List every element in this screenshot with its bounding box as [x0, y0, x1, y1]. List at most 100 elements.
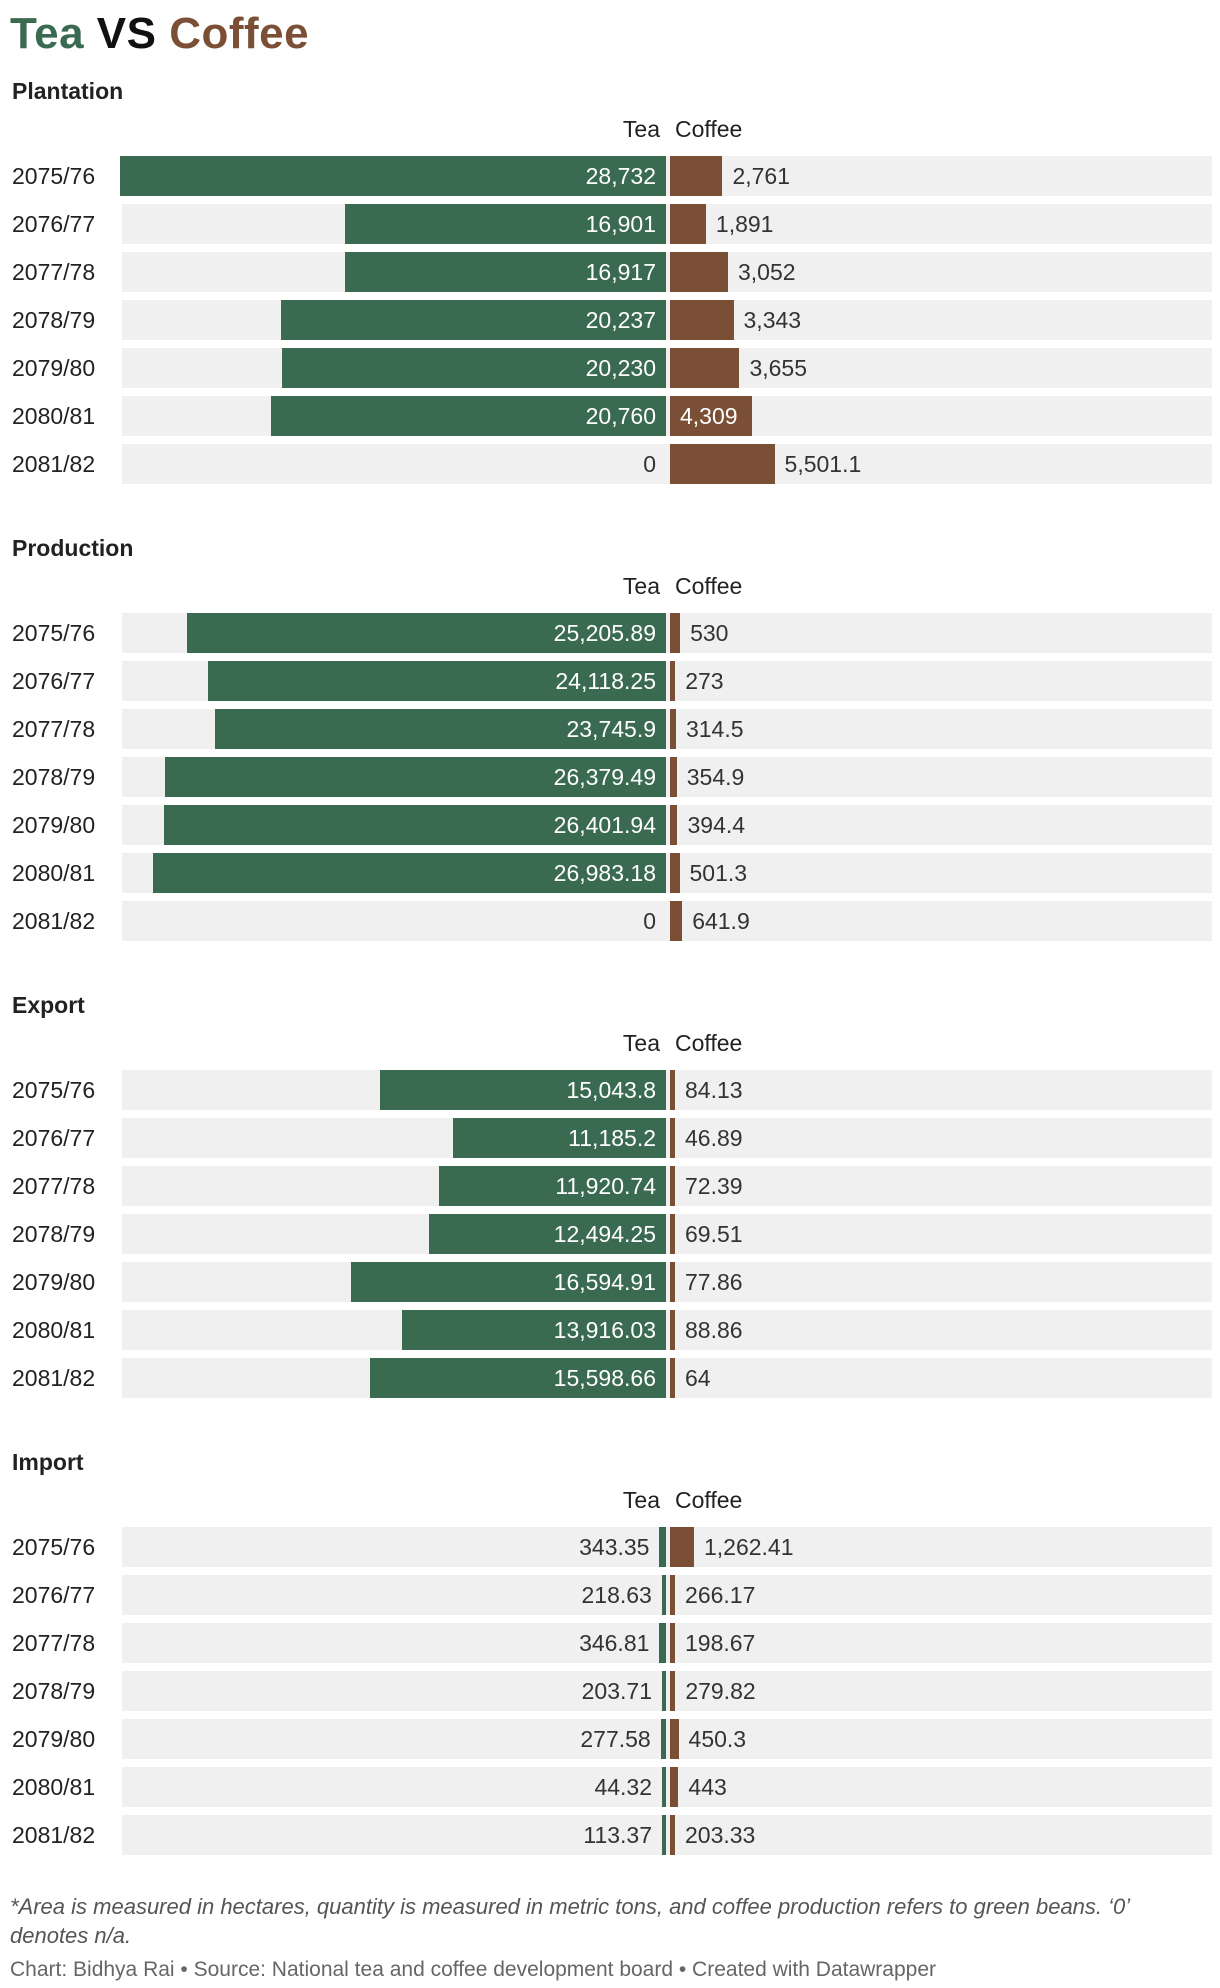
row-background	[122, 252, 1212, 292]
data-label-tea: 16,594.91	[553, 1269, 656, 1295]
table-row: 2077/78 16,917 3,052	[0, 252, 1220, 292]
bar-coffee	[670, 1166, 675, 1206]
row-label-year: 2076/77	[12, 211, 96, 237]
data-label-tea: 16,901	[585, 211, 656, 237]
table-row: 2079/80 277.58 450.3	[0, 1719, 1220, 1759]
bar-tea	[380, 1070, 666, 1110]
data-label-coffee: 72.39	[685, 1173, 743, 1199]
column-label-tea: Tea	[622, 116, 660, 142]
bar-tea	[187, 613, 666, 653]
data-label-coffee: 314.5	[685, 716, 744, 742]
bar-tea	[214, 709, 666, 749]
bar-coffee	[670, 853, 680, 893]
chart-title: Tea VS Coffee	[10, 4, 309, 64]
bar-tea	[164, 805, 666, 845]
bar-tea	[344, 204, 666, 244]
data-label-tea: 13,916.03	[553, 1317, 656, 1343]
bar-tea	[369, 1358, 666, 1398]
table-row: 2079/80 26,401.94 394.4	[0, 805, 1220, 845]
data-label-tea: 346.81	[579, 1630, 650, 1656]
bar-coffee	[670, 757, 677, 797]
table-row: 2079/80 16,594.91 77.86	[0, 1262, 1220, 1302]
bar-coffee	[670, 156, 723, 196]
table-row: 2080/81 44.32 443	[0, 1767, 1220, 1807]
table-row: 2081/82 0 641.9	[0, 901, 1220, 941]
bar-tea	[281, 300, 666, 340]
data-label-tea: 16,917	[585, 259, 656, 285]
column-label-coffee: Coffee	[675, 573, 743, 599]
bar-coffee	[670, 1358, 675, 1398]
data-label-coffee: 46.89	[685, 1125, 743, 1151]
row-background	[122, 1767, 1212, 1807]
bar-tea	[281, 348, 666, 388]
bar-tea	[453, 1118, 666, 1158]
row-background	[122, 1118, 1212, 1158]
panel-title: Import	[12, 1449, 84, 1475]
table-row: 2078/79 20,237 3,343	[0, 300, 1220, 340]
bar-tea	[153, 853, 666, 893]
table-row: 2077/78 23,745.9 314.5	[0, 709, 1220, 749]
bar-coffee	[670, 204, 706, 244]
table-row: 2079/80 20,230 3,655	[0, 348, 1220, 388]
data-label-tea: 24,118.25	[555, 668, 656, 694]
bar-coffee	[670, 444, 775, 484]
table-row: 2078/79 26,379.49 354.9	[0, 757, 1220, 797]
data-label-tea: 44.32	[594, 1774, 652, 1800]
row-background	[122, 1719, 1212, 1759]
row-label-year: 2080/81	[12, 860, 96, 886]
bar-tea	[164, 757, 666, 797]
row-label-year: 2078/79	[12, 1678, 96, 1704]
panel-title: Export	[12, 992, 85, 1018]
data-label-coffee: 450.3	[688, 1726, 747, 1752]
column-label-coffee: Coffee	[675, 1030, 743, 1056]
table-row: 2075/76 15,043.8 84.13	[0, 1070, 1220, 1110]
table-row: 2076/77 24,118.25 273	[0, 661, 1220, 701]
row-background	[122, 1575, 1212, 1615]
data-label-coffee: 203.33	[685, 1822, 756, 1848]
panel-title: Plantation	[12, 78, 124, 104]
bar-coffee	[670, 805, 678, 845]
table-row: 2080/81 26,983.18 501.3	[0, 853, 1220, 893]
table-row: 2076/77 11,185.2 46.89	[0, 1118, 1220, 1158]
data-label-tea: 203.71	[581, 1678, 652, 1704]
data-label-coffee: 273	[685, 668, 724, 694]
bar-coffee	[670, 300, 734, 340]
bar-tea	[350, 1262, 666, 1302]
row-label-year: 2080/81	[12, 403, 96, 429]
bar-coffee	[670, 1214, 675, 1254]
bar-coffee	[670, 661, 676, 701]
row-label-year: 2080/81	[12, 1317, 96, 1343]
bar-tea	[439, 1166, 666, 1206]
data-label-coffee: 530	[690, 620, 729, 646]
bar-tea	[271, 396, 666, 436]
row-label-year: 2081/82	[12, 908, 96, 934]
table-row: 2081/82 113.37 203.33	[0, 1815, 1220, 1855]
data-label-tea: 277.58	[580, 1726, 651, 1752]
table-row: 2076/77 16,901 1,891	[0, 204, 1220, 244]
data-label-tea: 15,043.8	[566, 1077, 656, 1103]
credits: Chart: Bidhya Rai • Source: National tea…	[10, 1958, 937, 1981]
data-label-tea: 343.35	[579, 1534, 650, 1560]
data-label-coffee: 641.9	[692, 908, 750, 934]
data-label-tea: 26,379.49	[553, 764, 656, 790]
bar-coffee	[670, 1527, 694, 1567]
data-label-tea: 0	[643, 451, 656, 477]
bar-coffee	[670, 1118, 675, 1158]
table-row: 2075/76 28,732 2,761	[0, 156, 1220, 196]
data-label-coffee: 4,309	[680, 403, 738, 429]
bar-coffee	[670, 252, 728, 292]
row-label-year: 2077/78	[12, 259, 96, 285]
data-label-coffee: 64	[685, 1365, 711, 1391]
table-row: 2075/76 25,205.89 530	[0, 613, 1220, 653]
column-label-tea: Tea	[622, 1030, 660, 1056]
row-background	[122, 1262, 1212, 1302]
data-label-tea: 12,494.25	[553, 1221, 656, 1247]
row-background	[122, 1214, 1212, 1254]
data-label-tea: 20,760	[585, 403, 656, 429]
row-label-year: 2078/79	[12, 764, 96, 790]
row-label-year: 2075/76	[12, 163, 96, 189]
column-label-coffee: Coffee	[675, 116, 743, 142]
bar-coffee	[670, 348, 740, 388]
data-label-tea: 23,745.9	[566, 716, 656, 742]
row-background	[122, 1166, 1212, 1206]
